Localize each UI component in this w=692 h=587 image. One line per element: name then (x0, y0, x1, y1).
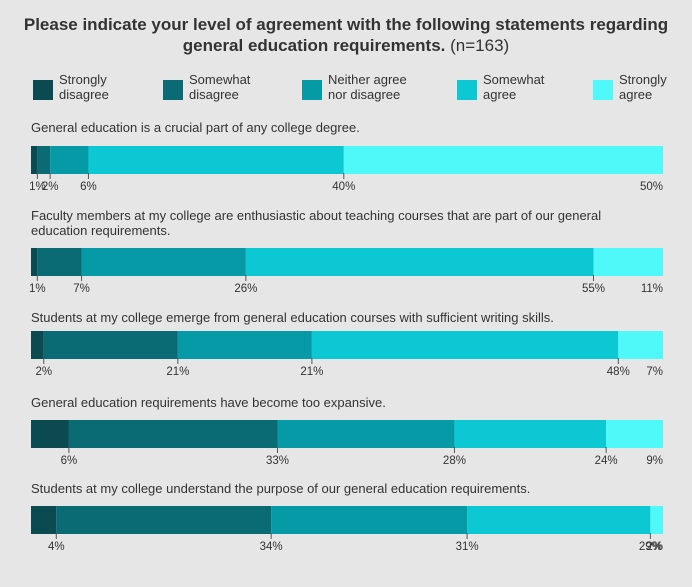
bar-segment-somewhat-disagree (37, 248, 82, 276)
data-label: 34% (260, 541, 283, 553)
question-label: Students at my college emerge from gener… (31, 310, 554, 325)
bar-segment-somewhat-agree (311, 331, 619, 359)
bar-segment-strongly-agree (618, 331, 663, 359)
data-label: 11% (641, 283, 663, 295)
data-label: 48% (607, 366, 630, 378)
data-label: 2% (646, 541, 663, 553)
bar-segment-neither-agree-nor-disagree (81, 248, 246, 276)
legend-swatch (163, 80, 183, 100)
data-label: 24% (595, 455, 618, 467)
data-label: 31% (456, 541, 479, 553)
legend-label: Somewhat disagree (189, 72, 251, 102)
data-label: 21% (300, 366, 323, 378)
data-label: 21% (166, 366, 189, 378)
question-label: Faculty members at my college are enthus… (31, 208, 601, 223)
legend-label: Strongly agree (619, 72, 667, 102)
question-label: Students at my college understand the pu… (31, 481, 530, 496)
data-label: 40% (332, 181, 355, 193)
question-label: General education requirements have beco… (31, 395, 386, 410)
data-label: 7% (646, 366, 663, 378)
legend-swatch (593, 80, 613, 100)
bar-segment-neither-agree-nor-disagree (271, 506, 468, 534)
bar-segment-strongly-agree (593, 248, 663, 276)
bar-segment-strongly-disagree (31, 506, 57, 534)
data-label: 4% (48, 541, 65, 553)
legend: Strongly disagree Somewhat disagree Neithe… (0, 72, 692, 106)
data-label: 6% (80, 181, 97, 193)
bar-segment-somewhat-agree (454, 420, 607, 448)
legend-swatch (457, 80, 477, 100)
legend-label: Neither agree nor disagree (328, 72, 407, 102)
bar-segment-somewhat-agree (245, 248, 594, 276)
data-label: 9% (646, 455, 663, 467)
bar-segment-strongly-disagree (31, 146, 38, 174)
chart-title: Please indicate your level of agreement … (0, 14, 692, 56)
bar-segment-somewhat-disagree (37, 146, 51, 174)
data-label: 26% (234, 283, 257, 295)
bar-segment-strongly-disagree (31, 331, 44, 359)
bar-segment-somewhat-agree (467, 506, 651, 534)
data-label: 55% (582, 283, 605, 295)
bar-segment-strongly-agree (343, 146, 663, 174)
bar-segment-neither-agree-nor-disagree (50, 146, 89, 174)
data-label: 1% (29, 181, 46, 193)
legend-label: Somewhat agree (483, 72, 545, 102)
legend-swatch (33, 80, 53, 100)
legend-swatch (302, 80, 322, 100)
bar-segment-neither-agree-nor-disagree (277, 420, 455, 448)
question-label: General education is a crucial part of a… (31, 120, 360, 135)
bar-segment-somewhat-disagree (68, 420, 278, 448)
data-label: 7% (73, 283, 90, 295)
bar-segment-strongly-agree (606, 420, 663, 448)
question-label: education requirements. (31, 223, 170, 238)
data-label: 50% (640, 181, 663, 193)
data-label: 29% (639, 541, 662, 553)
bar-segment-neither-agree-nor-disagree (177, 331, 312, 359)
data-label: 28% (443, 455, 466, 467)
title-line-2: general education requirements. (182, 36, 446, 55)
bar-segment-somewhat-disagree (43, 331, 178, 359)
bar-segment-strongly-agree (650, 506, 663, 534)
legend-label: Strongly disagree (59, 72, 109, 102)
bar-segment-somewhat-agree (88, 146, 344, 174)
data-label: 2% (42, 181, 59, 193)
data-label: 2% (35, 366, 52, 378)
bar-segment-strongly-disagree (31, 420, 69, 448)
data-label: 6% (61, 455, 78, 467)
chart-subtitle: (n=163) (450, 36, 510, 55)
data-label: 33% (266, 455, 289, 467)
data-label: 1% (29, 283, 46, 295)
title-line-1: Please indicate your level of agreement … (23, 15, 669, 34)
bar-segment-strongly-disagree (31, 248, 38, 276)
bar-segment-somewhat-disagree (56, 506, 272, 534)
